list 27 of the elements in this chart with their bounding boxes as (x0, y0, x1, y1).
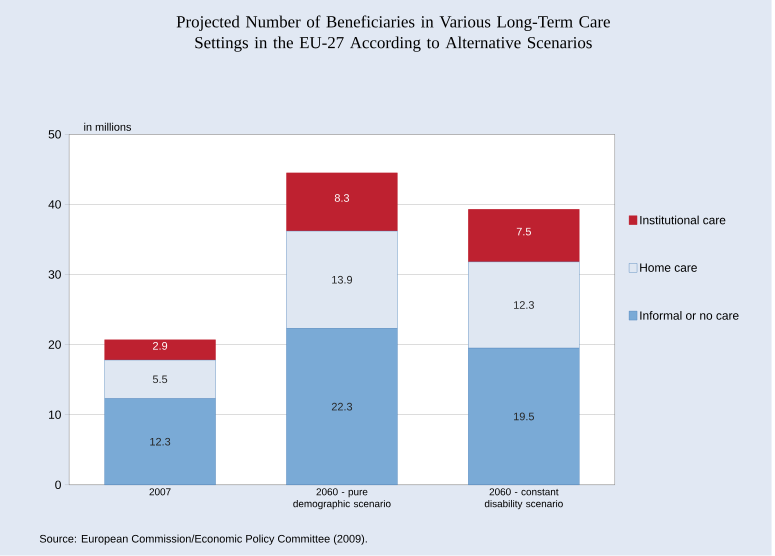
data-label: 12.3 (514, 301, 534, 310)
x-tick-label: 2060 - pure demographic scenario (293, 488, 391, 510)
bar (468, 209, 580, 262)
y-tick-label: 10 (49, 410, 61, 420)
data-label: 22.3 (332, 402, 352, 411)
chart-title: Projected Number of Beneficiaries in Various Long-Term Care Settings in the EU-27 According to Alternative Scenarios (176, 16, 610, 52)
source-note: Source: European Commission/Economic Policy Committee (2009). (40, 534, 367, 545)
data-label: 19.5 (514, 412, 534, 421)
x-tick-label: 2007 (150, 488, 171, 496)
data-label: 13.9 (332, 276, 352, 284)
legend-label: Home care (640, 264, 697, 272)
y-tick-label: 20 (48, 340, 61, 349)
data-label: 12.3 (150, 438, 170, 446)
data-label: 5.5 (152, 376, 168, 384)
legend-label: Informal or no care (640, 311, 739, 320)
bar (104, 340, 216, 360)
y-axis-title: in millions (84, 122, 132, 131)
y-tick-label: 30 (48, 270, 61, 279)
y-tick-label: 0 (55, 480, 61, 490)
data-label: 7.5 (516, 228, 531, 236)
data-label: 8.3 (334, 194, 350, 202)
y-tick-label: 40 (48, 200, 61, 209)
bar (286, 172, 398, 232)
x-tick-label: 2060 - constant disability scenario (484, 488, 563, 510)
legend-label: Institutional care (640, 216, 726, 225)
data-label: 2.9 (153, 342, 168, 350)
y-tick-label: 50 (48, 130, 61, 139)
